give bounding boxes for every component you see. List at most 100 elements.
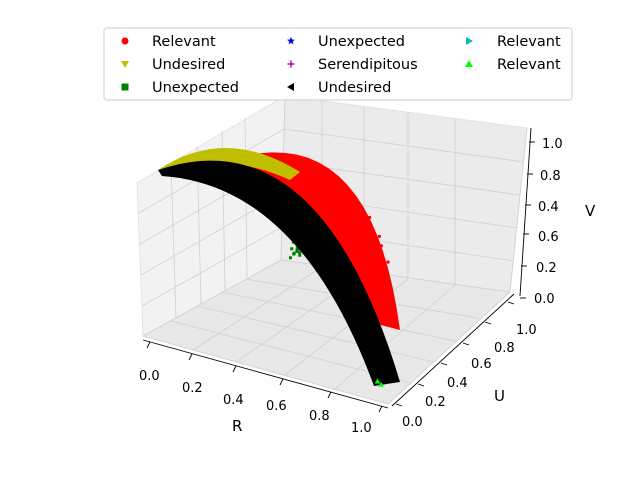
relevant-point — [352, 236, 356, 240]
relevant-point — [346, 221, 350, 226]
relevant-point — [368, 225, 372, 230]
legend-marker-circle — [121, 37, 129, 45]
relevant-point — [379, 244, 383, 248]
unexpected-point — [289, 256, 293, 260]
relevant-lime-point — [378, 382, 384, 387]
r-tick-label: 1.0 — [351, 421, 372, 436]
relevant-lime-point — [375, 378, 381, 384]
legend-marker-plus — [287, 60, 295, 68]
relevant-point — [339, 196, 344, 200]
legend-label: Unexpected — [152, 80, 239, 96]
legend-frame — [103, 27, 573, 101]
legend-marker-triangle-up — [465, 60, 473, 67]
relevant-point — [342, 212, 346, 216]
relevant-point — [349, 220, 354, 224]
relevant-point — [353, 261, 357, 265]
relevant-point — [353, 227, 357, 231]
unexpected-point — [295, 246, 299, 250]
relevant-point — [363, 261, 367, 265]
axes-panes — [136, 95, 528, 405]
relevant-point — [372, 261, 377, 265]
legend-marker-triangle-left — [287, 83, 294, 91]
series-undesired-black — [158, 160, 400, 386]
relevant-point — [341, 226, 345, 230]
relevant-point — [346, 216, 350, 220]
relevant-point — [313, 180, 318, 185]
legend-label: Serendipitous — [318, 57, 418, 73]
relevant-point — [322, 176, 326, 180]
relevant-point — [356, 225, 360, 229]
relevant-point — [355, 245, 359, 250]
legend-label: Relevant — [497, 57, 561, 73]
unexpected-point — [292, 251, 296, 255]
v-tick-label: 0.8 — [540, 169, 561, 184]
r-tick-label: 0.4 — [223, 393, 244, 408]
relevant-point — [319, 202, 323, 206]
relevant-point — [356, 254, 361, 258]
series-undesired-yellow — [158, 148, 300, 180]
undesired-yellow-crest — [158, 148, 300, 180]
legend-marker-triangle-right — [466, 37, 473, 45]
relevant-point — [351, 217, 356, 221]
relevant-point — [365, 258, 370, 262]
u-axis-title: U — [494, 387, 505, 405]
unexpected-point — [298, 253, 302, 257]
scatter-data — [158, 148, 400, 387]
r-tick-label: 0.2 — [182, 381, 203, 396]
u-tick-label: 1.0 — [516, 323, 537, 338]
relevant-point — [328, 186, 332, 190]
legend-label: Undesired — [318, 80, 391, 96]
relevant-point — [365, 239, 369, 243]
relevant-point — [303, 177, 307, 181]
r-tick-label: 0.8 — [309, 409, 330, 424]
relevant-point — [346, 200, 350, 204]
legend-marker-triangle-down — [121, 61, 129, 68]
relevant-point — [313, 183, 317, 188]
relevant-point — [386, 260, 390, 264]
legend-markers — [121, 36, 473, 91]
axis-lines — [142, 127, 532, 409]
legend-marker-star — [287, 36, 295, 45]
u-tick-label: 0.0 — [402, 415, 423, 430]
relevant-point — [326, 193, 331, 197]
relevant-point — [321, 187, 325, 192]
legend-label: Relevant — [497, 34, 561, 50]
u-tick-label: 0.4 — [447, 376, 468, 391]
relevant-point — [330, 206, 335, 210]
u-tick-label: 0.6 — [471, 357, 492, 372]
u-tick-labels: 0.0 0.2 0.4 0.6 0.8 1.0 — [402, 323, 537, 430]
r-tick-label: 0.6 — [266, 399, 287, 414]
relevant-point — [357, 241, 362, 245]
v-axis-line — [519, 127, 532, 297]
v-tick-labels: 0.0 0.2 0.4 0.6 0.8 1.0 — [534, 137, 563, 307]
v-tick-label: 0.6 — [538, 230, 559, 245]
relevant-point — [350, 209, 354, 214]
r-tick-label: 0.0 — [139, 369, 160, 384]
relevant-point — [313, 189, 317, 193]
legend: Relevant Undesired Unexpected Unexpected… — [103, 27, 573, 101]
r-axis-title: R — [232, 417, 242, 435]
relevant-point — [315, 184, 320, 188]
relevant-point — [340, 221, 344, 225]
v-tick-label: 0.4 — [538, 200, 559, 215]
legend-label: Unexpected — [318, 34, 405, 50]
unexpected-point — [290, 247, 294, 251]
relevant-point — [368, 215, 372, 220]
relevant-point — [327, 197, 331, 201]
relevant-point — [332, 190, 336, 194]
series-relevant-lime — [374, 378, 384, 387]
relevant-point — [329, 194, 333, 198]
relevant-point — [340, 193, 344, 198]
v-tick-label: 1.0 — [542, 137, 563, 152]
unexpected-point — [298, 251, 302, 255]
relevant-point — [352, 257, 356, 261]
relevant-point — [369, 245, 373, 250]
r-tick-labels: 0.0 0.2 0.4 0.6 0.8 1.0 — [139, 369, 372, 436]
relevant-point — [341, 217, 345, 221]
v-tick-label: 0.2 — [536, 261, 557, 276]
v-tick-label: 0.0 — [534, 292, 555, 307]
relevant-point — [324, 189, 328, 193]
relevant-point — [326, 215, 331, 219]
relevant-point — [365, 223, 369, 227]
